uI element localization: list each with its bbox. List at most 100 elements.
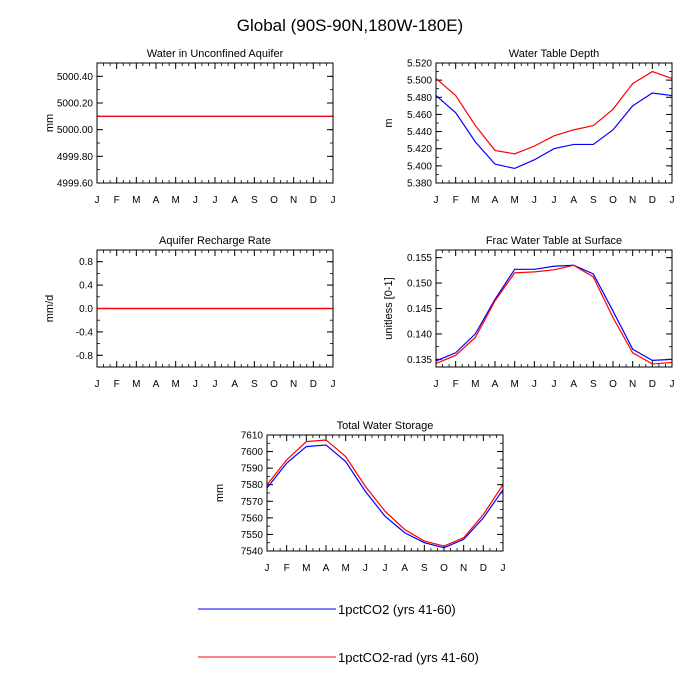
x-tick-label: A — [231, 379, 238, 390]
x-tick-label: A — [492, 379, 499, 390]
y-tick-label: 0.155 — [407, 253, 432, 264]
x-tick-label: S — [590, 379, 597, 390]
x-tick-label: M — [510, 195, 518, 206]
panel-title: Water Table Depth — [509, 48, 600, 60]
series-line-2 — [266, 439, 504, 547]
y-tick-label: 7570 — [241, 497, 264, 508]
x-tick-label: J — [383, 563, 388, 574]
x-tick-label: A — [153, 195, 160, 206]
y-tick-label: 0.145 — [407, 304, 432, 315]
x-tick-label: N — [629, 195, 636, 206]
x-tick-label: J — [193, 379, 198, 390]
x-tick-label: J — [213, 195, 218, 206]
x-tick-label: D — [310, 195, 317, 206]
x-tick-label: O — [270, 195, 278, 206]
y-tick-label: 5.400 — [407, 161, 432, 172]
x-tick-label: S — [421, 563, 428, 574]
x-tick-label: N — [290, 195, 297, 206]
y-tick-label: 5.460 — [407, 110, 432, 121]
y-tick-label: 7600 — [241, 447, 264, 458]
x-tick-label: A — [492, 195, 499, 206]
x-tick-label: M — [341, 563, 349, 574]
x-tick-label: J — [331, 379, 336, 390]
y-tick-label: 7540 — [241, 547, 264, 558]
panel-title: Frac Water Table at Surface — [486, 235, 622, 247]
x-tick-label: J — [532, 195, 537, 206]
x-tick-label: J — [363, 563, 368, 574]
legend-label: 1pctCO2-rad (yrs 41-60) — [338, 650, 479, 665]
legend-entry-2: 1pctCO2-rad (yrs 41-60) — [198, 650, 479, 665]
x-tick-label: F — [114, 195, 120, 206]
x-tick-label: M — [171, 195, 179, 206]
y-axis-label: mm — [214, 484, 226, 502]
y-tick-label: 5.480 — [407, 93, 432, 104]
y-tick-label: 5000.40 — [57, 72, 94, 83]
plot-frame — [266, 434, 504, 552]
plot-frame — [96, 249, 334, 368]
x-tick-label: J — [670, 379, 675, 390]
x-tick-label: J — [95, 195, 100, 206]
x-tick-label: J — [532, 379, 537, 390]
y-tick-label: 5.520 — [407, 59, 432, 70]
x-tick-label: J — [213, 379, 218, 390]
y-tick-label: 5.380 — [407, 179, 432, 190]
x-tick-label: A — [231, 195, 238, 206]
x-tick-label: J — [331, 195, 336, 206]
series-line-1 — [435, 92, 673, 170]
y-tick-label: 5.440 — [407, 127, 432, 138]
x-tick-label: A — [401, 563, 408, 574]
y-tick-label: 0.150 — [407, 279, 432, 290]
y-tick-label: 7610 — [241, 431, 264, 442]
x-tick-label: O — [440, 563, 448, 574]
x-tick-label: A — [323, 563, 330, 574]
x-tick-label: O — [270, 379, 278, 390]
panel-title: Water in Unconfined Aquifer — [147, 48, 284, 60]
plot-frame — [435, 249, 673, 368]
y-tick-label: 0.140 — [407, 329, 432, 340]
x-tick-label: M — [471, 379, 479, 390]
x-tick-label: D — [649, 195, 656, 206]
x-tick-label: F — [453, 195, 459, 206]
x-tick-label: M — [471, 195, 479, 206]
y-tick-label: 5000.20 — [57, 99, 94, 110]
x-tick-label: M — [132, 379, 140, 390]
y-tick-label: 0.4 — [79, 281, 93, 292]
y-tick-label: -0.8 — [76, 351, 94, 362]
y-tick-label: 5.420 — [407, 144, 432, 155]
series-line-1 — [266, 444, 504, 549]
x-tick-label: J — [552, 379, 557, 390]
x-tick-label: M — [302, 563, 310, 574]
y-tick-label: -0.4 — [76, 327, 94, 338]
y-tick-label: 7580 — [241, 480, 264, 491]
x-tick-label: M — [510, 379, 518, 390]
x-tick-label: S — [590, 195, 597, 206]
y-tick-label: 7560 — [241, 513, 264, 524]
x-tick-label: S — [251, 379, 258, 390]
plot-frame — [435, 62, 673, 184]
x-tick-label: J — [670, 195, 675, 206]
x-tick-label: N — [290, 379, 297, 390]
x-tick-label: F — [453, 379, 459, 390]
legend-label: 1pctCO2 (yrs 41-60) — [338, 602, 456, 617]
y-tick-label: 0.135 — [407, 355, 432, 366]
y-tick-label: 4999.60 — [57, 179, 94, 190]
x-tick-label: J — [552, 195, 557, 206]
series-line-2 — [435, 70, 673, 155]
x-tick-label: S — [251, 195, 258, 206]
y-axis-label: mm/d — [44, 295, 56, 323]
series-line-1 — [435, 264, 673, 362]
x-tick-label: D — [649, 379, 656, 390]
x-tick-label: A — [570, 379, 577, 390]
y-axis-label: unitless [0-1] — [383, 277, 395, 339]
chart-panel-4: Frac Water Table at Surface unitless [0-1… — [383, 235, 675, 390]
x-tick-label: O — [609, 379, 617, 390]
y-tick-label: 5.500 — [407, 76, 432, 87]
y-tick-label: 0.0 — [79, 304, 93, 315]
x-tick-label: D — [480, 563, 487, 574]
legend-entry-1: 1pctCO2 (yrs 41-60) — [198, 602, 456, 617]
y-tick-label: 4999.80 — [57, 152, 94, 163]
